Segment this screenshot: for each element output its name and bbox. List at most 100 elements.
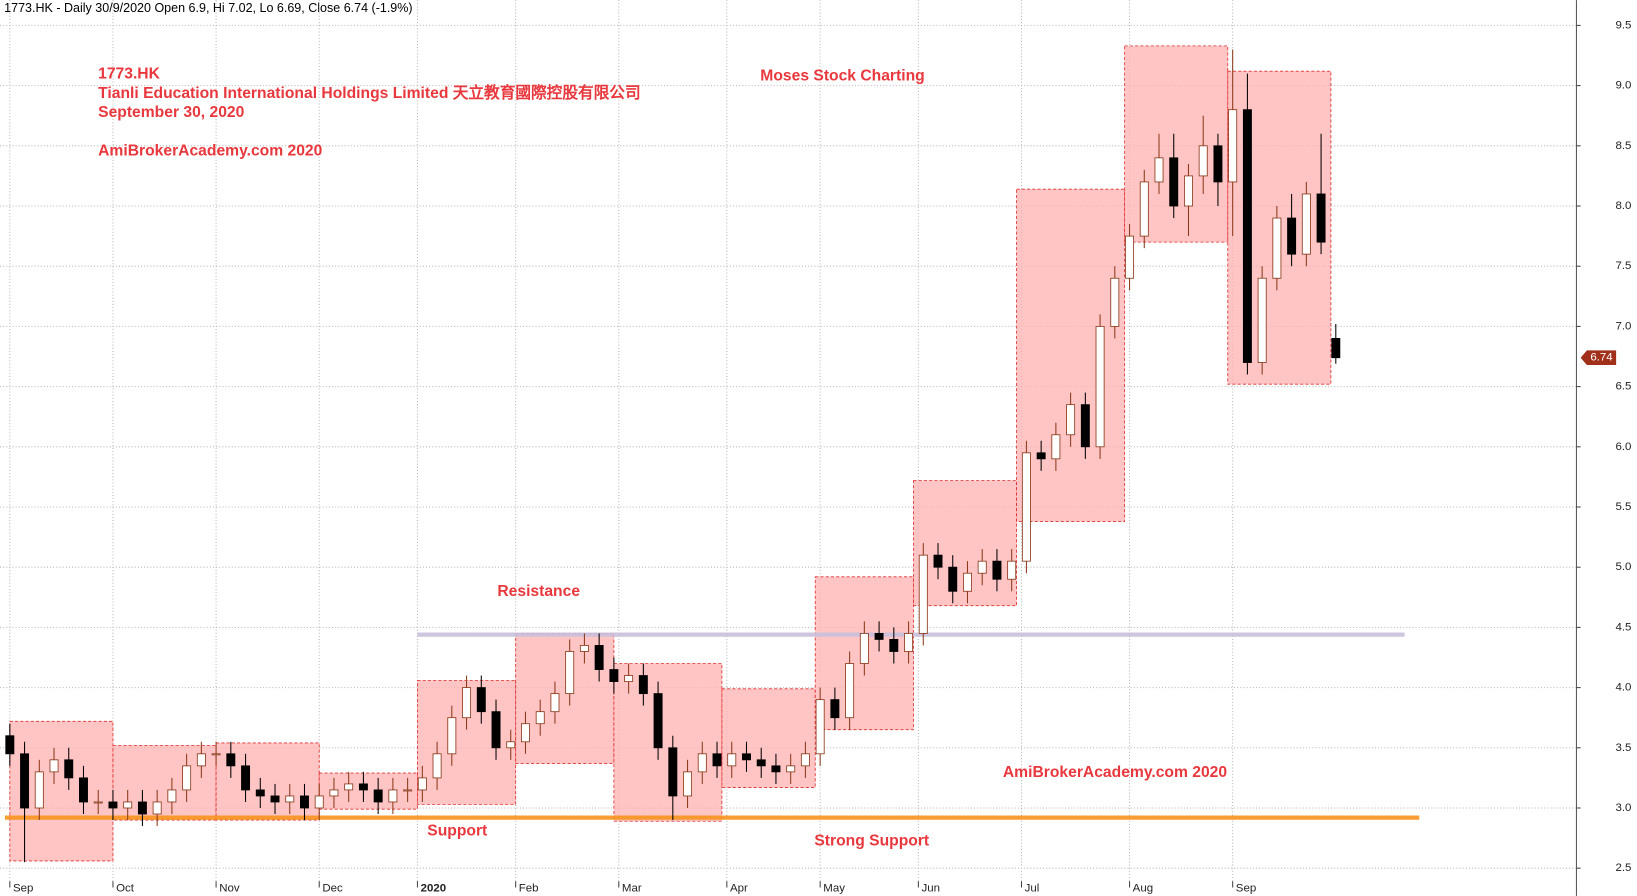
x-tick-label: Apr xyxy=(730,883,748,895)
candle-body xyxy=(1007,560,1017,580)
candle-body xyxy=(34,771,44,809)
candle-body xyxy=(344,783,354,791)
candle-body xyxy=(108,801,118,809)
candle-body xyxy=(535,711,545,725)
last-price-label: 6.74 xyxy=(1590,352,1613,364)
candle-body xyxy=(1154,157,1164,183)
annotation: Resistance xyxy=(497,583,580,600)
candle-body xyxy=(904,632,914,652)
y-tick-label: 7.0 xyxy=(1615,320,1631,332)
candle-body xyxy=(889,639,899,652)
x-tick-label: Jun xyxy=(921,883,940,895)
candle-body xyxy=(211,753,221,756)
title-line: Tianli Education International Holdings … xyxy=(98,83,640,102)
candle-body xyxy=(123,801,133,809)
y-tick-label: 6.0 xyxy=(1615,441,1631,453)
candle-body xyxy=(1198,145,1208,177)
candle-body xyxy=(314,795,324,809)
y-tick-label: 5.0 xyxy=(1615,561,1631,573)
candle-body xyxy=(1080,404,1090,448)
candle-body xyxy=(594,645,604,670)
candle-body xyxy=(550,693,560,713)
annotation: Strong Support xyxy=(814,833,930,850)
candle-body xyxy=(1051,434,1061,460)
x-tick-label: May xyxy=(823,883,845,895)
candle-body xyxy=(64,759,74,779)
x-tick-label: 2020 xyxy=(421,883,447,895)
candle-body xyxy=(373,789,383,803)
y-tick-label: 4.5 xyxy=(1615,621,1631,633)
candle-body xyxy=(1316,193,1326,243)
candle-body xyxy=(388,789,398,803)
candle-body xyxy=(5,735,15,755)
candle-body xyxy=(712,753,722,767)
candle-body xyxy=(270,795,280,803)
y-tick-label: 3.0 xyxy=(1615,802,1631,814)
x-tick-label: Nov xyxy=(219,883,240,895)
candle-body xyxy=(255,789,265,797)
title-line: 1773.HK xyxy=(98,65,160,82)
candle-body xyxy=(1021,452,1031,562)
candle-body xyxy=(432,753,442,779)
candle-body xyxy=(565,651,575,695)
candle-body xyxy=(1110,277,1120,327)
candle-body xyxy=(579,645,589,652)
candle-body xyxy=(609,669,619,682)
range-box xyxy=(1016,188,1126,522)
candle-body xyxy=(756,759,766,767)
candle-body xyxy=(933,554,943,568)
x-tick-label: Sep xyxy=(1236,883,1256,895)
candle-body xyxy=(1287,217,1297,255)
x-tick-label: Dec xyxy=(322,883,343,895)
y-tick-label: 5.5 xyxy=(1615,501,1631,513)
candle-body xyxy=(506,741,516,749)
candle-body xyxy=(167,789,177,803)
candle-body xyxy=(79,777,88,803)
candle-body xyxy=(1036,452,1046,460)
x-tick-label: Oct xyxy=(116,883,135,895)
candle-body xyxy=(668,747,678,797)
candle-body xyxy=(771,765,781,773)
y-tick-label: 4.0 xyxy=(1615,682,1631,694)
candle-body xyxy=(447,717,457,755)
candle-body xyxy=(742,753,751,761)
last-price-marker xyxy=(1580,350,1617,366)
candle-body xyxy=(727,753,737,767)
y-tick-label: 2.5 xyxy=(1615,862,1631,874)
candle-body xyxy=(653,693,663,749)
annotation: Support xyxy=(427,822,488,839)
candle-body xyxy=(462,687,472,719)
candle-body xyxy=(800,753,810,767)
candle-body xyxy=(226,753,236,767)
candle-body xyxy=(948,566,958,592)
chart-header: 1773.HK - Daily 30/9/2020 Open 6.9, Hi 7… xyxy=(4,1,412,15)
y-tick-label: 3.5 xyxy=(1615,742,1631,754)
candle-body xyxy=(20,753,30,809)
candle-body xyxy=(963,572,972,592)
candle-body xyxy=(697,753,707,773)
candle-body xyxy=(137,801,147,815)
x-tick-label: Mar xyxy=(622,883,642,895)
candle-body xyxy=(152,801,162,815)
candle-body xyxy=(1095,325,1105,448)
candle-body xyxy=(624,675,634,682)
candle-body xyxy=(93,801,103,804)
candle-body xyxy=(49,759,59,773)
candle-body xyxy=(241,765,251,791)
x-tick-label: Feb xyxy=(519,883,539,895)
author-label: Moses Stock Charting xyxy=(760,67,924,84)
candle-body xyxy=(1257,277,1267,363)
y-tick-label: 7.5 xyxy=(1615,260,1631,272)
y-tick-label: 9.0 xyxy=(1615,80,1631,92)
candle-body xyxy=(859,632,869,664)
x-tick-label: Aug xyxy=(1133,883,1153,895)
candle-body xyxy=(1272,217,1282,279)
x-tick-label: Sep xyxy=(13,883,33,895)
range-box xyxy=(613,663,723,822)
x-tick-label: Jul xyxy=(1025,883,1040,895)
candle-body xyxy=(977,560,987,574)
site-label: AmiBrokerAcademy.com 2020 xyxy=(98,143,323,160)
candle-body xyxy=(1169,157,1179,207)
candle-body xyxy=(638,675,648,695)
